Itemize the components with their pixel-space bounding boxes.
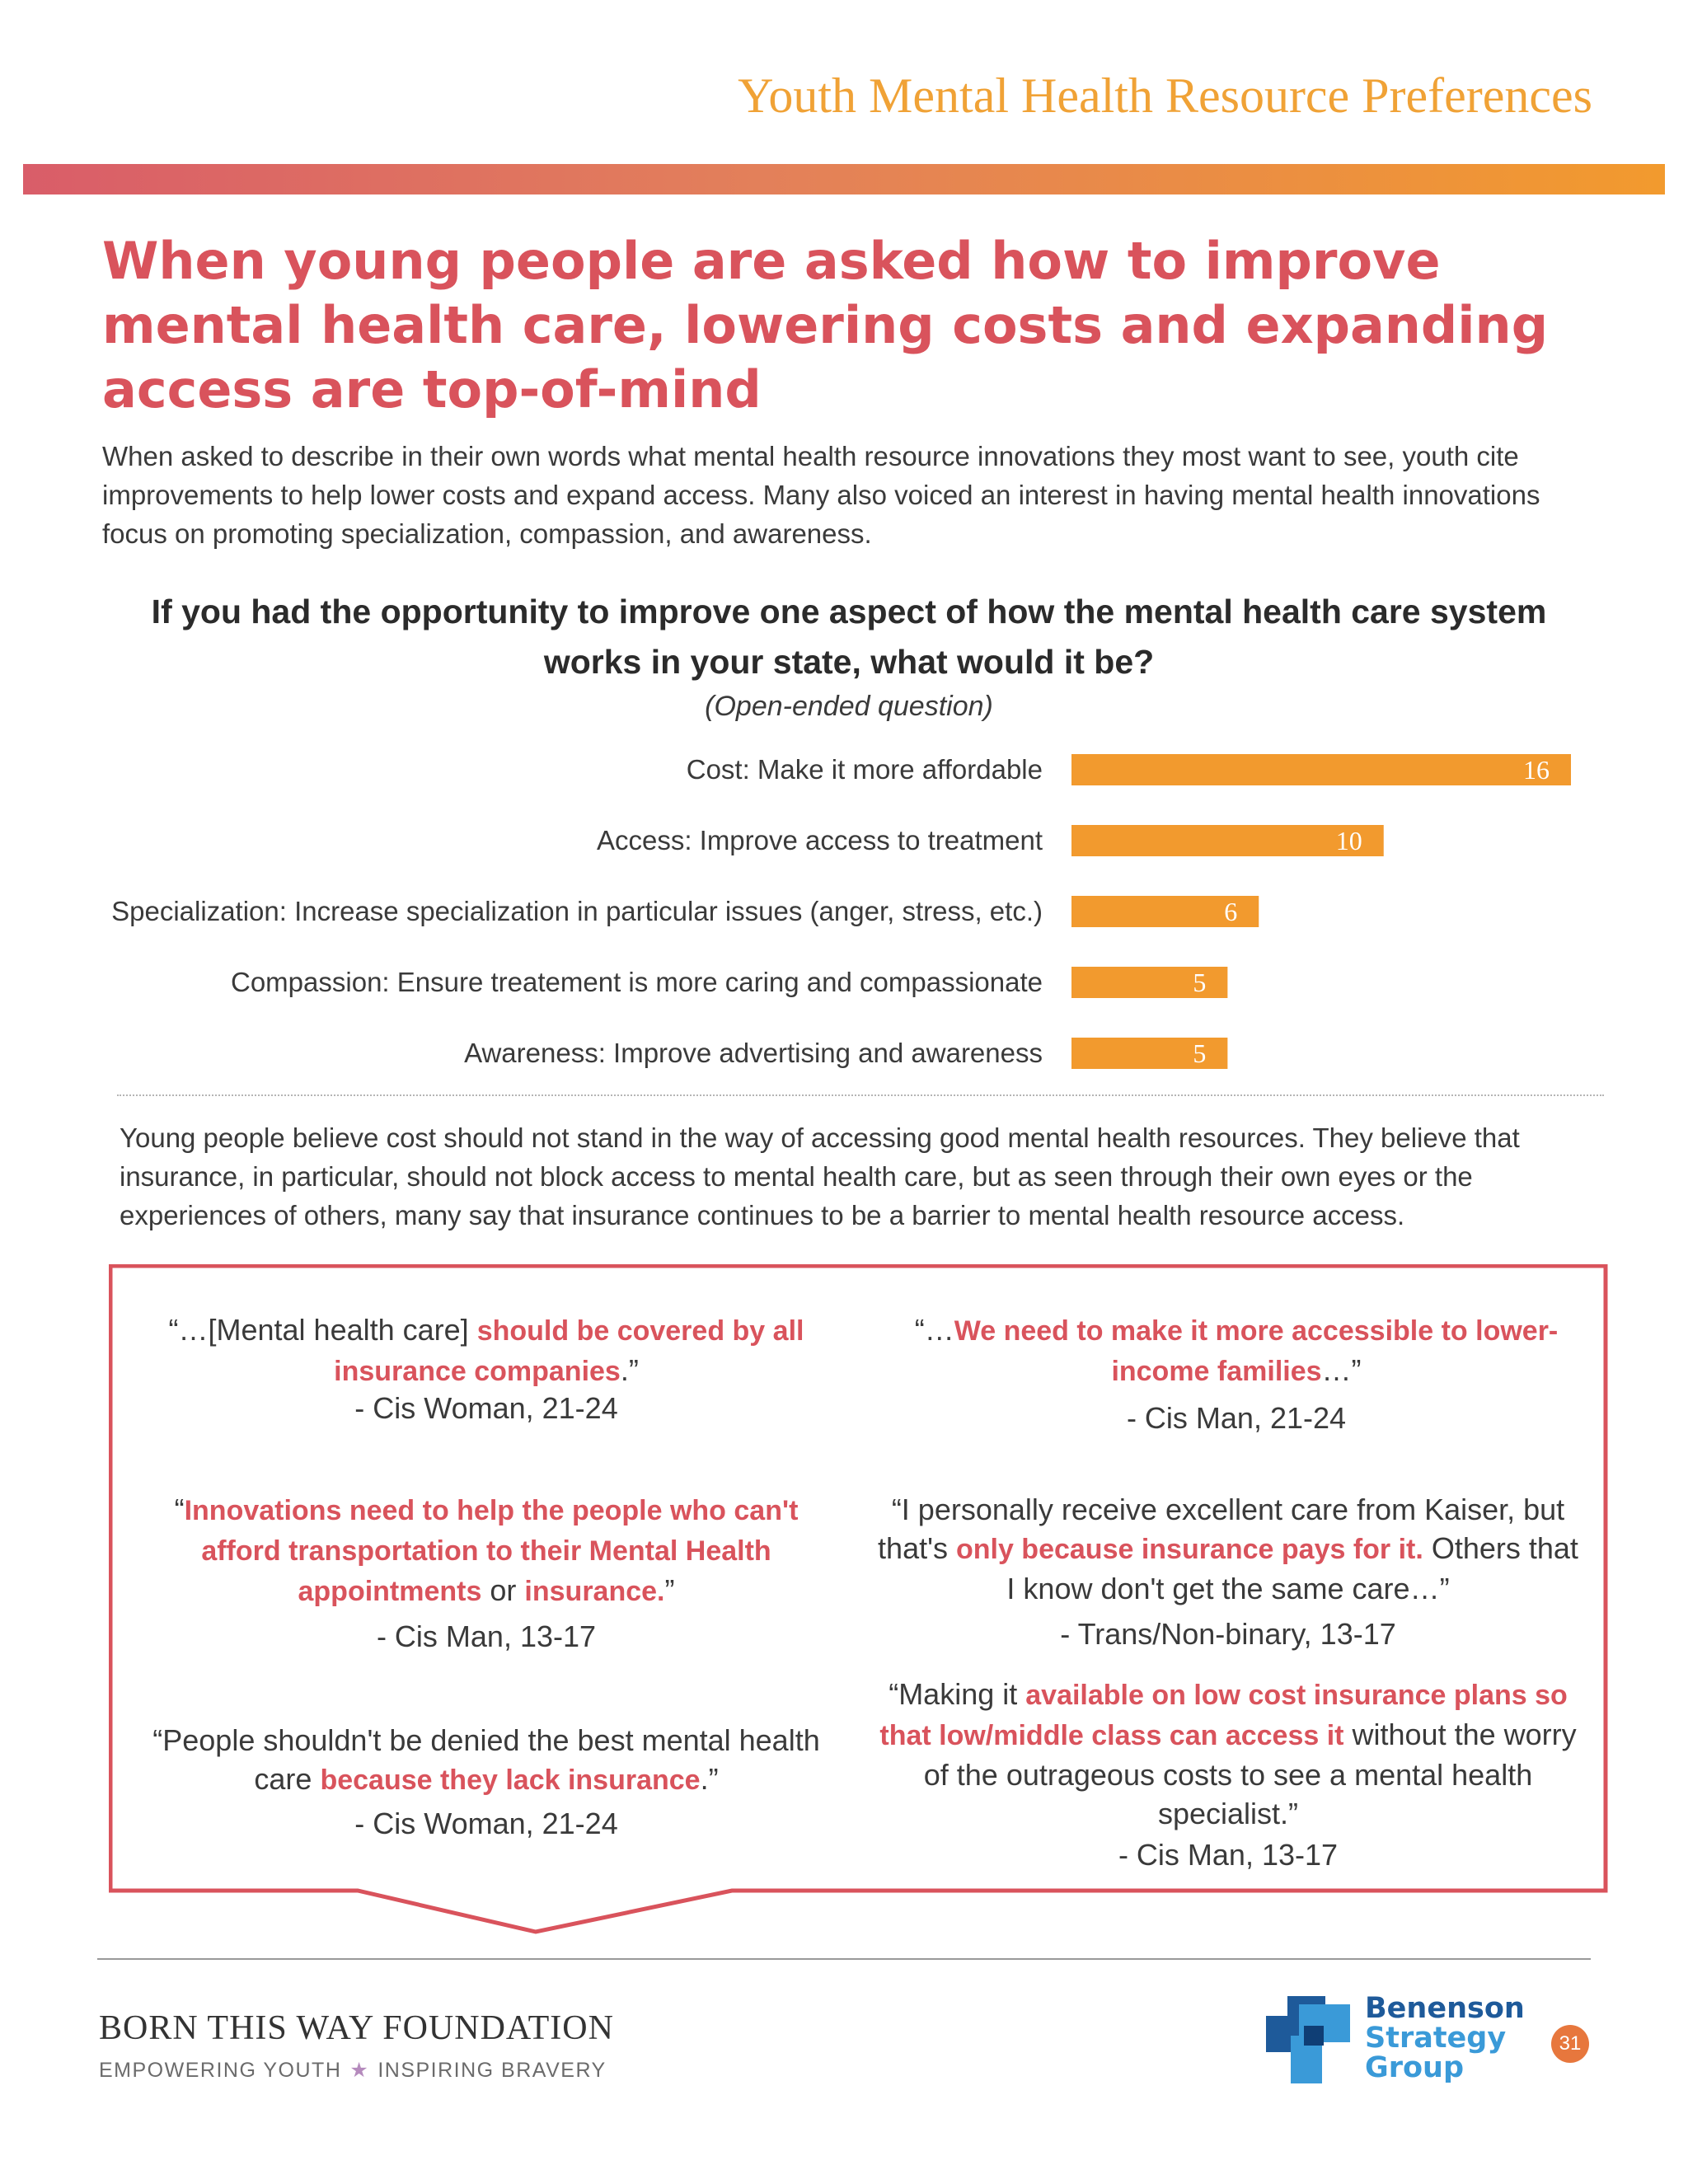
quote-1-highlight: should be covered by all insurance compa… <box>334 1315 804 1387</box>
quote-1: “…[Mental health care] should be covered… <box>140 1310 832 1391</box>
quote-4-close: Others that I know don't get the same ca… <box>1006 1531 1578 1605</box>
quote-1-attribution: - Cis Woman, 21-24 <box>354 1391 618 1425</box>
quote-5-close: .” <box>700 1762 719 1796</box>
intro-paragraph: When asked to describe in their own word… <box>102 441 1540 549</box>
bar-value-label: 6 <box>1224 897 1237 926</box>
bar-category-label: Compassion: Ensure treatement is more ca… <box>231 967 1043 997</box>
foundation-tagline: EMPOWERING YOUTH ★ INSPIRING BRAVERY <box>99 2058 607 2083</box>
quote-2-highlight: We need to make it more accessible to lo… <box>954 1315 1559 1387</box>
quote-2-close: …” <box>1321 1353 1362 1387</box>
quote-6-open: “Making it <box>889 1677 1026 1711</box>
quote-4: “I personally receive excellent care fro… <box>874 1490 1582 1608</box>
quote-3: “Innovations need to help the people who… <box>140 1490 832 1611</box>
quote-5: “People shouldn't be denied the best men… <box>140 1721 832 1800</box>
header-gradient-bar <box>23 164 1665 194</box>
foundation-name: BORN THIS WAY FOUNDATION <box>99 2009 614 2047</box>
quote-3-attribution: - Cis Man, 13-17 <box>376 1619 597 1653</box>
tagline-right: INSPIRING BRAVERY <box>377 2059 607 2082</box>
bar-category-label: Cost: Make it more affordable <box>687 754 1043 785</box>
tagline-left: EMPOWERING YOUTH <box>99 2059 342 2082</box>
quote-3-highlight-2: insurance. <box>524 1576 665 1607</box>
question-title: If you had the opportunity to improve on… <box>151 593 1547 681</box>
quote-6-highlight: available on low cost insurance plans so… <box>879 1680 1568 1751</box>
responses-bar-chart: Cost: Make it more affordable 16 Access: I… <box>111 754 1571 1069</box>
bar-value-label: 10 <box>1336 826 1362 855</box>
section-divider <box>117 1094 1604 1096</box>
quote-2-open: “… <box>914 1313 954 1347</box>
bar-category-label: Specialization: Increase specialization … <box>111 896 1043 926</box>
bsg-line-1: Benenson <box>1365 1992 1525 2025</box>
quote-5-highlight: because they lack insurance <box>320 1765 701 1796</box>
quote-1-close: .” <box>620 1353 639 1387</box>
quote-3-highlight-1: Innovations need to help the people who … <box>184 1495 799 1607</box>
report-title: Youth Mental Health Resource Preferences <box>738 68 1592 123</box>
quote-5-attribution: - Cis Woman, 21-24 <box>354 1807 618 1840</box>
bar-value-label: 5 <box>1193 1038 1206 1068</box>
bar-category-label: Access: Improve access to treatment <box>597 825 1043 855</box>
quote-4-attribution: - Trans/Non-binary, 13-17 <box>1060 1617 1396 1651</box>
quote-callout-frame <box>109 1264 1608 1934</box>
bar <box>1071 754 1571 785</box>
quote-3-middle: or <box>481 1573 525 1607</box>
star-icon: ★ <box>349 2059 370 2082</box>
bar <box>1071 1038 1228 1069</box>
bar <box>1071 896 1259 927</box>
quote-5-open: “People shouldn't be denied the best men… <box>152 1723 820 1796</box>
quote-4-open: “I personally receive excellent care fro… <box>878 1493 1565 1565</box>
quote-6: “Making it available on low cost insuran… <box>874 1675 1582 1833</box>
quote-3-close: ” <box>664 1573 675 1607</box>
bar-value-label: 5 <box>1193 968 1206 997</box>
question-subtitle: (Open-ended question) <box>705 691 993 722</box>
quote-2: “…We need to make it more accessible to … <box>890 1310 1582 1391</box>
page-number-badge: 31 <box>1551 2025 1589 2063</box>
bar-category-label: Awareness: Improve advertising and aware… <box>464 1038 1043 1068</box>
quote-6-close: without the worry of the outrageous cost… <box>923 1718 1577 1830</box>
bsg-line-3: Group <box>1365 2051 1465 2084</box>
bar <box>1071 825 1384 856</box>
quote-3-open: “ <box>174 1493 185 1526</box>
bar <box>1071 967 1228 998</box>
quote-4-highlight: only because insurance pays for it. <box>955 1534 1423 1565</box>
page-headline: When young people are asked how to impro… <box>102 231 1549 419</box>
quote-6-attribution: - Cis Man, 13-17 <box>1118 1838 1339 1872</box>
quote-2-attribution: - Cis Man, 21-24 <box>1126 1401 1347 1435</box>
footer-divider <box>97 1958 1591 1960</box>
bsg-logo-icon <box>1266 1996 1350 2083</box>
quote-1-open: “…[Mental health care] <box>168 1313 477 1347</box>
summary-paragraph: Young people believe cost should not sta… <box>120 1122 1520 1230</box>
bsg-logo-text: Benenson Strategy Group <box>1365 1994 1525 2083</box>
bsg-line-2: Strategy <box>1365 2022 1507 2055</box>
bar-value-label: 16 <box>1523 755 1550 785</box>
